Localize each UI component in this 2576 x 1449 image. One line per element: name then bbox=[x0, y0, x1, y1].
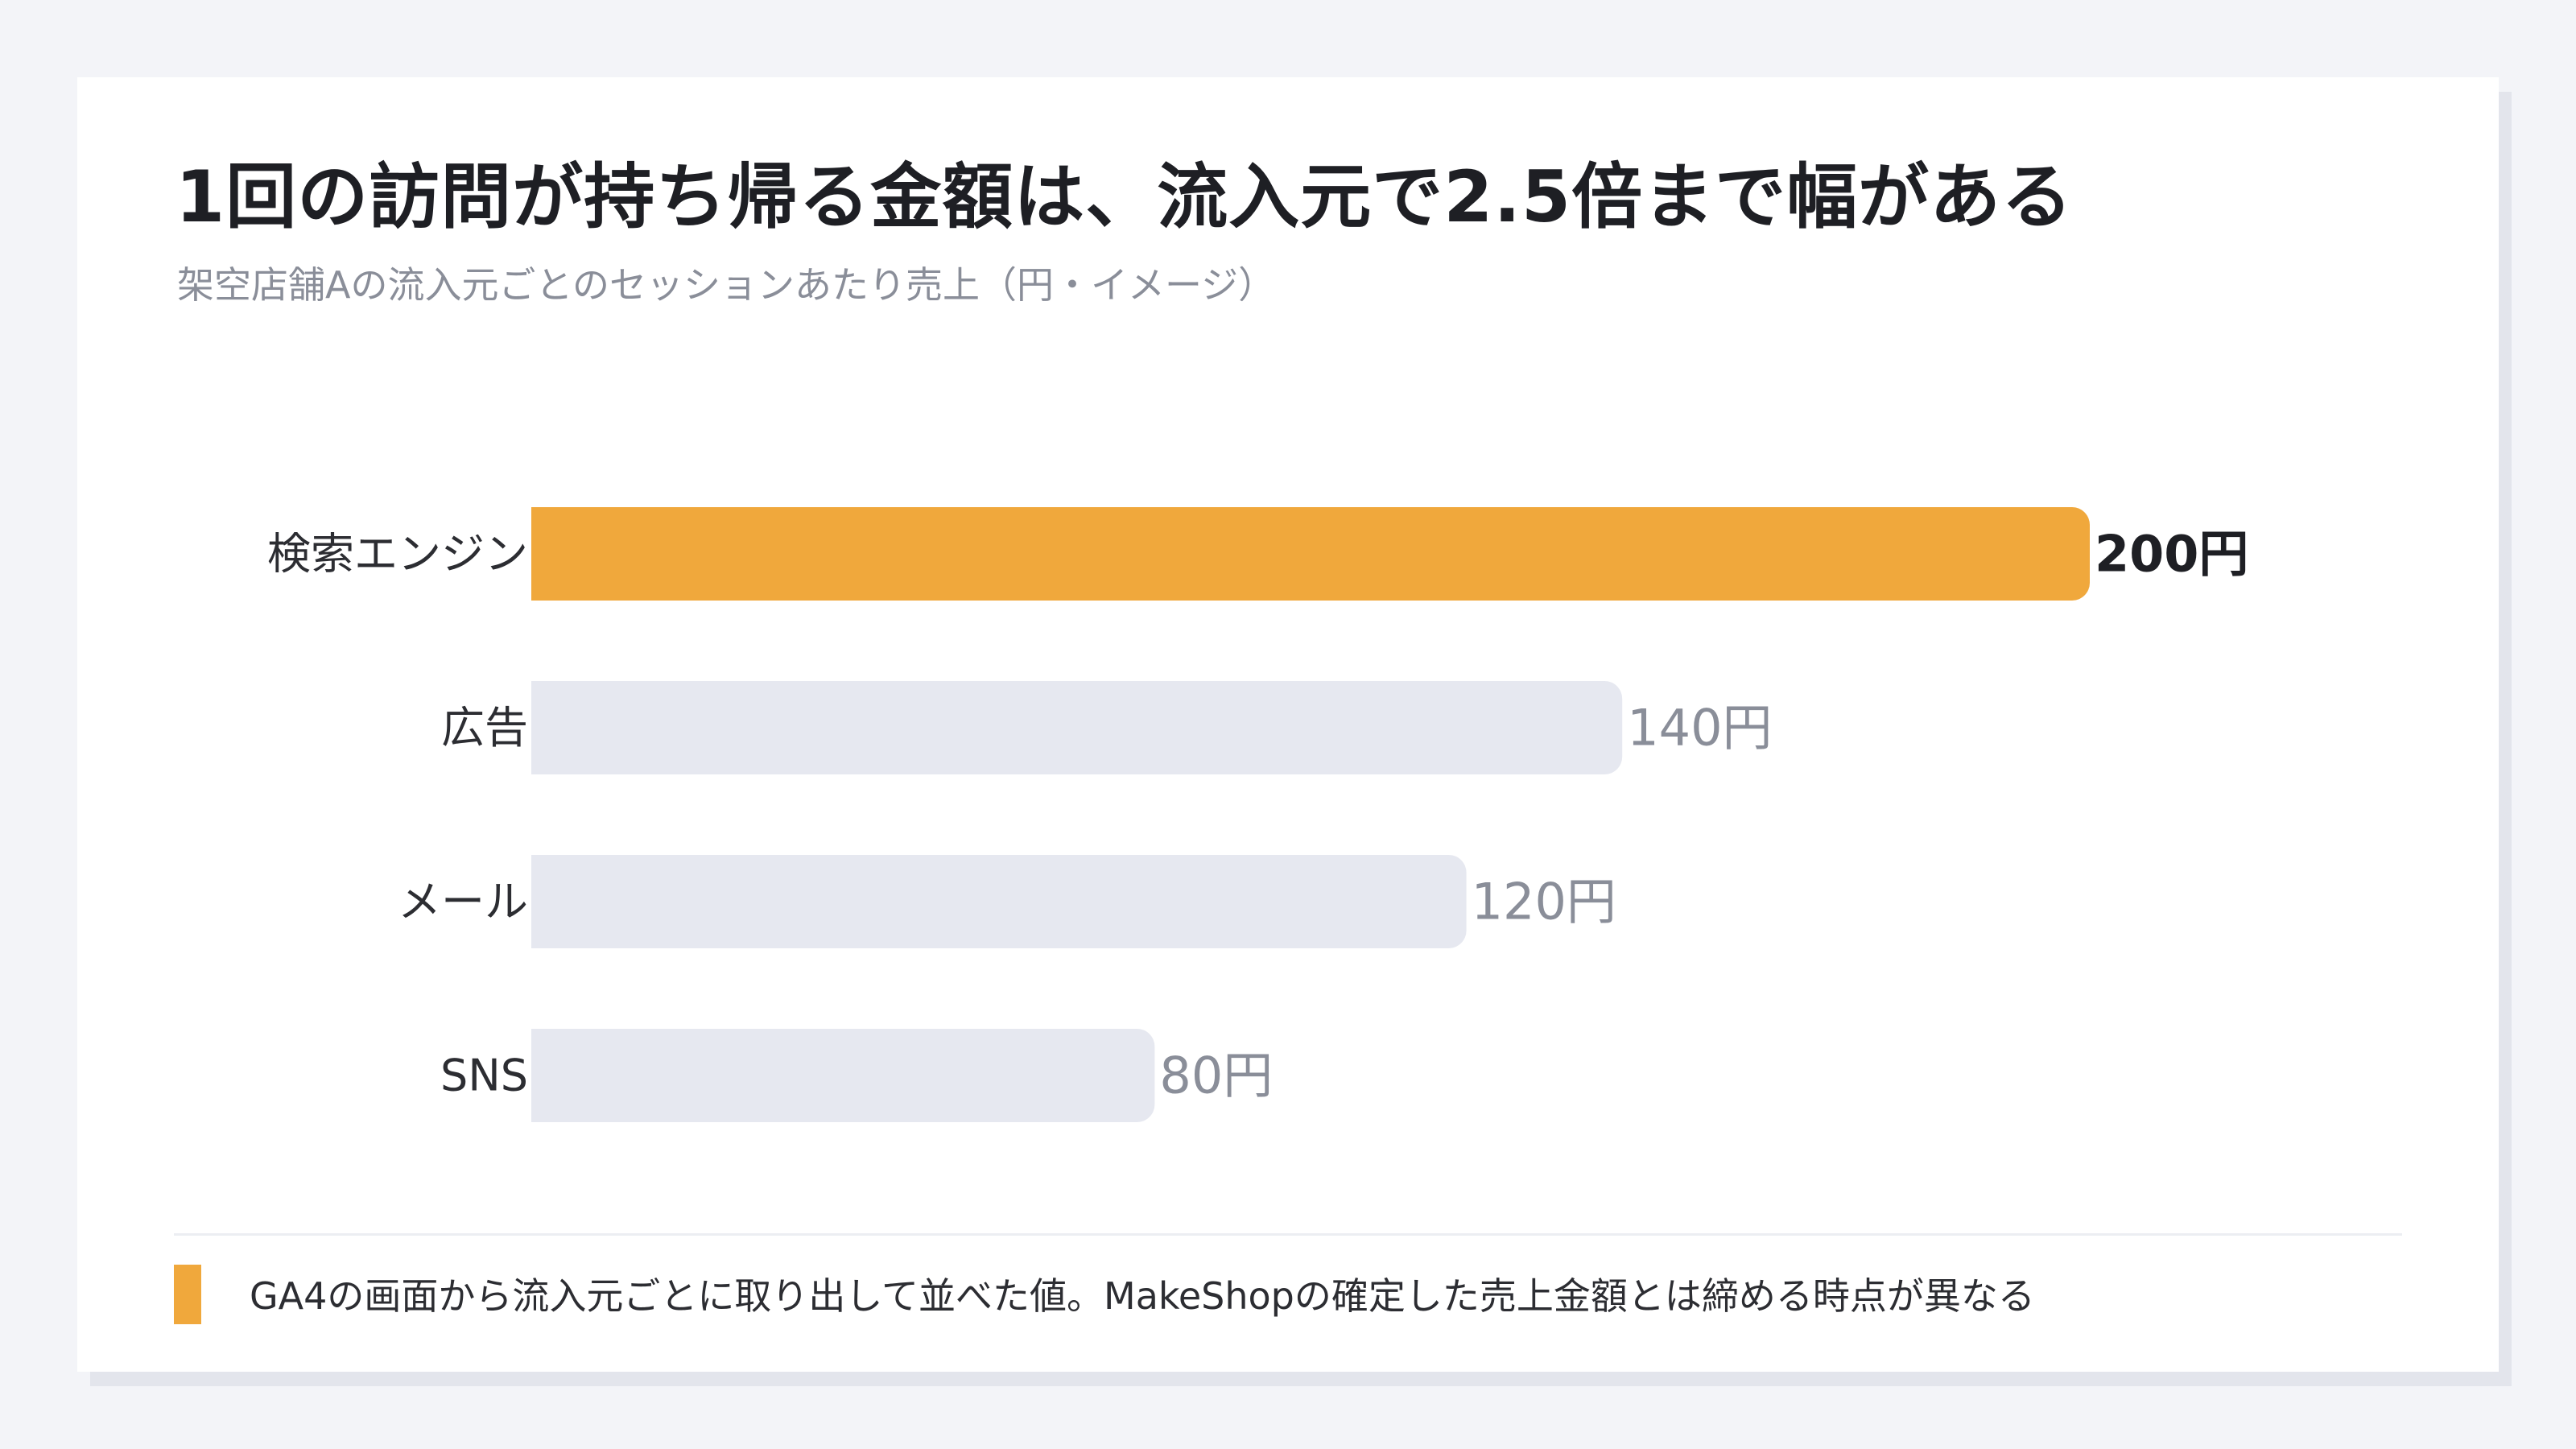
chart-card: 1回の訪問が持ち帰る金額は、流入元で2.5倍まで幅がある 架空店舗Aの流入元ごと… bbox=[77, 77, 2499, 1372]
value-label-0: 200円 bbox=[2095, 525, 2248, 584]
category-label-3: SNS bbox=[440, 1051, 528, 1101]
bar-3 bbox=[531, 1029, 1155, 1122]
bar-1 bbox=[531, 681, 1623, 774]
chart-title: 1回の訪問が持ち帰る金額は、流入元で2.5倍まで幅がある bbox=[175, 155, 2074, 238]
chart-subtitle: 架空店舗Aの流入元ごとのセッションあたり売上（円・イメージ） bbox=[177, 263, 1276, 307]
category-label-2: メール bbox=[398, 877, 528, 927]
bar-2 bbox=[531, 855, 1467, 948]
category-label-0: 検索エンジン bbox=[267, 529, 528, 580]
note-marker bbox=[174, 1265, 201, 1324]
value-label-2: 120円 bbox=[1472, 873, 1616, 931]
value-label-3: 80円 bbox=[1159, 1046, 1273, 1105]
value-label-1: 140円 bbox=[1627, 699, 1772, 758]
footer-note: GA4の画面から流入元ごとに取り出して並べた値。MakeShopの確定した売上金… bbox=[250, 1274, 2035, 1318]
footer-divider bbox=[174, 1233, 2402, 1236]
bar-0 bbox=[531, 507, 2090, 601]
category-label-1: 広告 bbox=[441, 703, 528, 753]
